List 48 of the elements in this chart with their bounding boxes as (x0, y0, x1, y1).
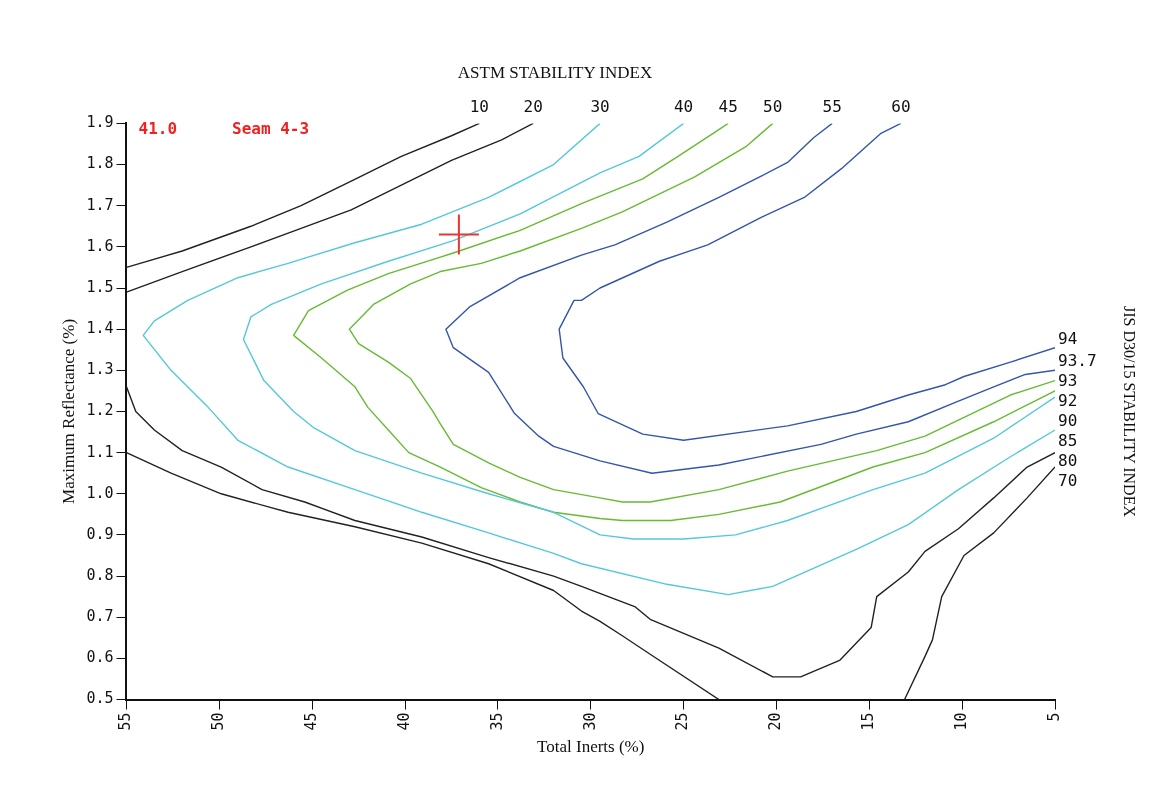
annotation: 60 (891, 96, 911, 116)
x-tick-label: 10 (952, 712, 971, 731)
x-axis-title: Total Inerts (%) (537, 737, 645, 757)
x-tick-label: 40 (394, 712, 413, 731)
x-tick-label: 30 (580, 712, 599, 731)
annotation: 10 (469, 96, 489, 116)
annotation: 55 (822, 96, 842, 116)
y-tick-label: 1.1 (86, 442, 114, 461)
y2-axis-title: JIS D30/15 STABILITY INDEX (1120, 305, 1138, 518)
y-tick-label: 1.0 (86, 483, 114, 502)
y-tick-label: 1.2 (86, 401, 114, 420)
annotation: 30 (590, 96, 610, 116)
y-tick-label: 1.3 (86, 360, 114, 379)
y-tick-label: 1.7 (86, 195, 114, 214)
annotation: 40 (673, 96, 694, 116)
y-tick-label: 0.9 (86, 524, 114, 543)
y-tick-label: 1.4 (86, 319, 114, 338)
y-tick-label: 1.5 (86, 277, 114, 296)
y-tick-label: 1.6 (86, 236, 114, 255)
annotation: 80 (1058, 451, 1078, 471)
x-tick-label: 50 (209, 712, 228, 731)
chart-title: ASTM STABILITY INDEX (457, 62, 653, 82)
annotation: 90 (1058, 411, 1078, 431)
annotation: 50 (763, 96, 783, 116)
annotation: 94 (1058, 328, 1078, 348)
annotation: 70 (1058, 471, 1078, 491)
y-tick-label: 1.9 (86, 113, 114, 132)
x-tick-label: 15 (859, 712, 878, 731)
x-tick-label: 35 (487, 712, 506, 731)
x-tick-label: 55 (116, 712, 135, 731)
y-tick-label: 0.7 (86, 607, 114, 626)
y-tick-label: 0.8 (86, 565, 114, 584)
annotation: 41.0 (138, 118, 178, 138)
x-tick-label: 45 (302, 712, 321, 731)
x-tick-label: 25 (673, 712, 692, 731)
annotation: Seam 4-3 (232, 118, 310, 138)
y-tick-label: 1.8 (86, 154, 114, 173)
annotation: 93.7 (1058, 351, 1097, 371)
y-tick-label: 0.5 (86, 689, 114, 708)
x-tick-label: 5 (1044, 712, 1063, 722)
y-tick-label: 0.6 (86, 648, 114, 667)
annotation: 45 (718, 96, 738, 116)
annotation: 20 (523, 96, 543, 116)
x-tick-label: 20 (766, 712, 785, 731)
y-axis-title: Maximum Reflectance (%) (58, 318, 78, 504)
annotation: 93 (1058, 371, 1078, 391)
annotation: 85 (1058, 431, 1078, 451)
annotation: 92 (1058, 391, 1078, 411)
